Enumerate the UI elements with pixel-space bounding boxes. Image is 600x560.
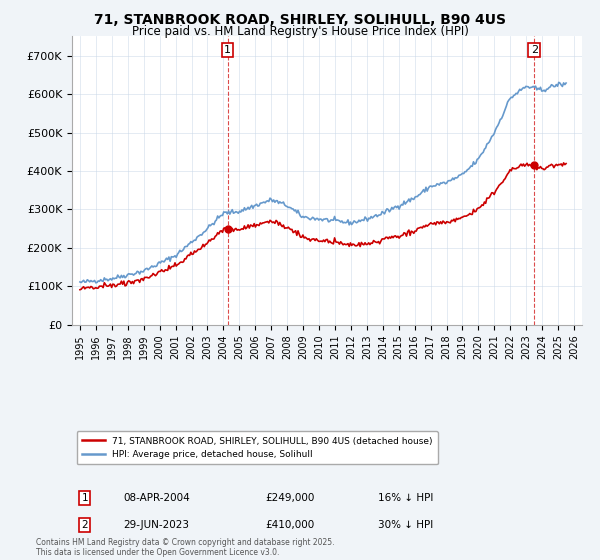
Text: 2: 2 bbox=[82, 520, 88, 530]
Text: £249,000: £249,000 bbox=[266, 493, 315, 503]
Text: Contains HM Land Registry data © Crown copyright and database right 2025.
This d: Contains HM Land Registry data © Crown c… bbox=[36, 538, 335, 557]
Text: Price paid vs. HM Land Registry's House Price Index (HPI): Price paid vs. HM Land Registry's House … bbox=[131, 25, 469, 38]
Text: 1: 1 bbox=[224, 45, 231, 55]
Text: £410,000: £410,000 bbox=[266, 520, 315, 530]
Text: 1: 1 bbox=[82, 493, 88, 503]
Text: 30% ↓ HPI: 30% ↓ HPI bbox=[378, 520, 433, 530]
Text: 16% ↓ HPI: 16% ↓ HPI bbox=[378, 493, 433, 503]
Text: 29-JUN-2023: 29-JUN-2023 bbox=[123, 520, 189, 530]
Legend: 71, STANBROOK ROAD, SHIRLEY, SOLIHULL, B90 4US (detached house), HPI: Average pr: 71, STANBROOK ROAD, SHIRLEY, SOLIHULL, B… bbox=[77, 431, 437, 464]
Text: 08-APR-2004: 08-APR-2004 bbox=[123, 493, 190, 503]
Text: 71, STANBROOK ROAD, SHIRLEY, SOLIHULL, B90 4US: 71, STANBROOK ROAD, SHIRLEY, SOLIHULL, B… bbox=[94, 13, 506, 27]
Text: 2: 2 bbox=[530, 45, 538, 55]
